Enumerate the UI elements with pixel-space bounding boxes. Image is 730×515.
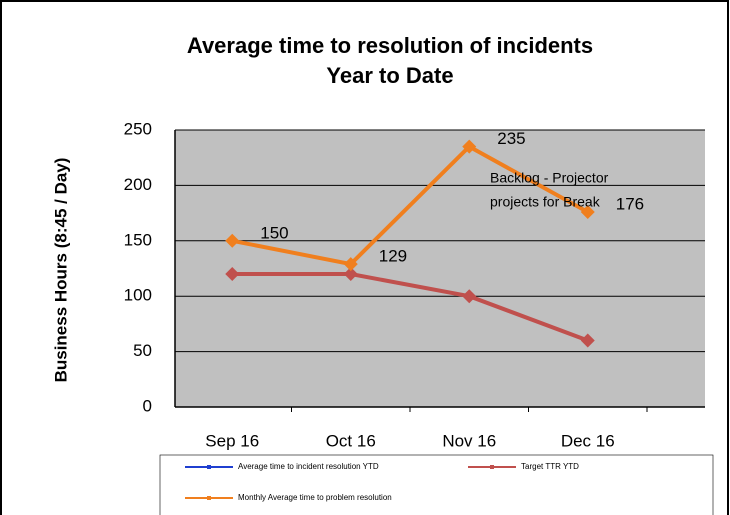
y-tick-label: 100 [124,286,152,305]
point-marker [225,233,240,248]
chart-title: Year to Date [326,63,453,88]
x-tick-label: Nov 16 [442,431,496,450]
legend-label: Target TTR YTD [521,462,579,471]
y-tick-label: 150 [124,230,152,249]
y-tick-label: 0 [143,396,152,415]
point-marker [225,267,240,282]
data-label: 176 [616,194,644,213]
x-tick-label: Oct 16 [326,431,376,450]
annotation: Backlog - Projector [490,170,609,186]
legend-marker [207,496,211,500]
point-marker [343,267,358,282]
point-marker [580,204,595,219]
legend-label: Average time to incident resolution YTD [238,462,379,471]
point-marker [580,333,595,348]
data-label: 129 [379,247,407,266]
point-marker [462,289,477,304]
x-tick-label: Sep 16 [205,431,259,450]
data-label: 150 [260,223,288,242]
data-label: 235 [497,129,525,148]
y-tick-label: 200 [124,175,152,194]
y-axis-label: Business Hours (8:45 / Day) [51,158,70,383]
y-tick-label: 50 [133,341,152,360]
plot-area [175,130,705,407]
legend-box [159,454,714,515]
point-marker [462,139,477,154]
y-tick-label: 250 [124,119,152,138]
legend-marker [490,465,494,469]
series-line [232,272,589,343]
annotation: projects for Break [490,194,601,210]
legend-marker [207,465,211,469]
chart-title: Average time to resolution of incidents [187,33,593,58]
series-line [231,144,589,267]
legend-label: Monthly Average time to problem resoluti… [238,493,392,502]
x-tick-label: Dec 16 [561,431,615,450]
point-marker [343,257,358,272]
